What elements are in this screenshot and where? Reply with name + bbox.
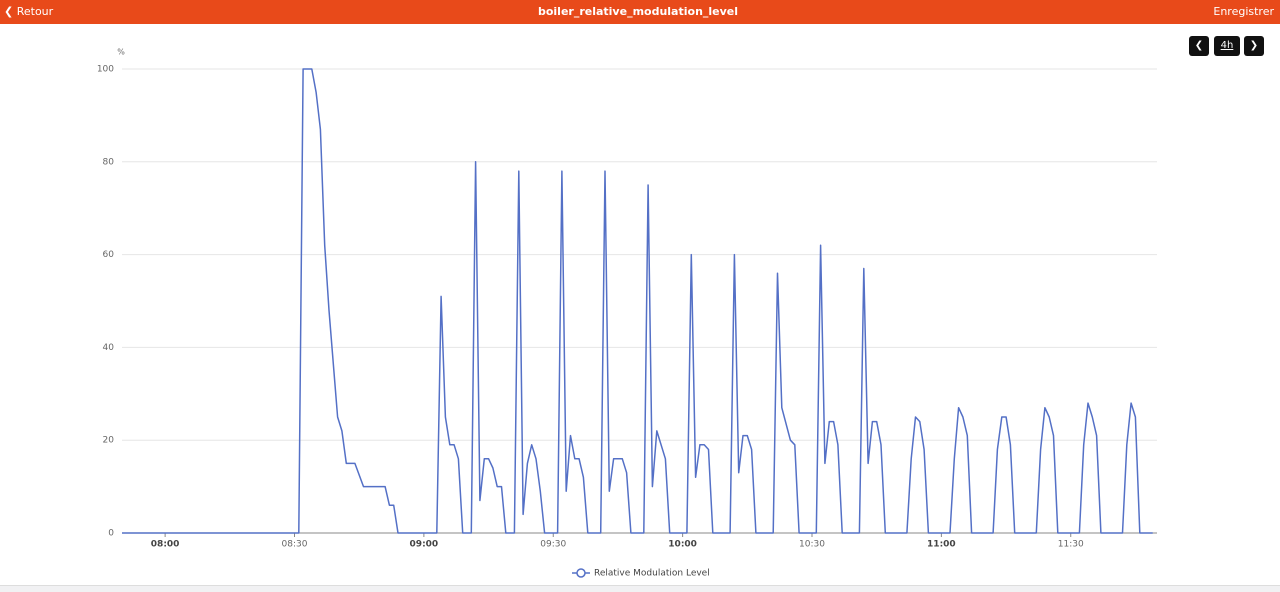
x-tick-label: 09:00	[410, 540, 439, 550]
save-button[interactable]: Enregistrer	[1213, 5, 1274, 18]
legend-label: Relative Modulation Level	[594, 569, 710, 579]
next-button[interactable]: ❯	[1244, 36, 1264, 56]
x-tick-label: 11:30	[1058, 540, 1084, 550]
y-tick-label: 20	[103, 436, 115, 446]
x-tick-label: 11:00	[927, 540, 956, 550]
y-tick-label: 100	[97, 65, 114, 75]
prev-button[interactable]: ❮	[1189, 36, 1209, 56]
chart: % 0 20 40 60 80 100 08:00 08:30 09:00 09:30 10:00 10…	[97, 48, 1157, 579]
data-line	[122, 68, 1153, 534]
y-tick-label: 60	[103, 250, 115, 260]
footer-strip	[0, 585, 1280, 592]
x-tick-label: 08:00	[151, 540, 180, 550]
legend-marker	[576, 568, 586, 578]
back-button[interactable]: ❮ Retour	[4, 5, 54, 18]
back-label[interactable]: Retour	[16, 5, 54, 18]
y-tick-label: 0	[108, 529, 114, 539]
header-bar: ❮ Retour boiler_relative_modulation_leve…	[0, 0, 1280, 24]
x-tick-label: 10:30	[799, 540, 825, 550]
x-tick-label: 10:00	[668, 540, 697, 550]
y-axis-unit: %	[117, 48, 125, 57]
range-button[interactable]: 4h	[1214, 36, 1240, 56]
x-tick-label: 09:30	[540, 540, 566, 550]
y-tick-label: 40	[103, 343, 115, 353]
y-tick-label: 80	[103, 157, 115, 167]
x-tick-label: 08:30	[282, 540, 308, 550]
page-title: boiler_relative_modulation_level	[537, 5, 739, 18]
